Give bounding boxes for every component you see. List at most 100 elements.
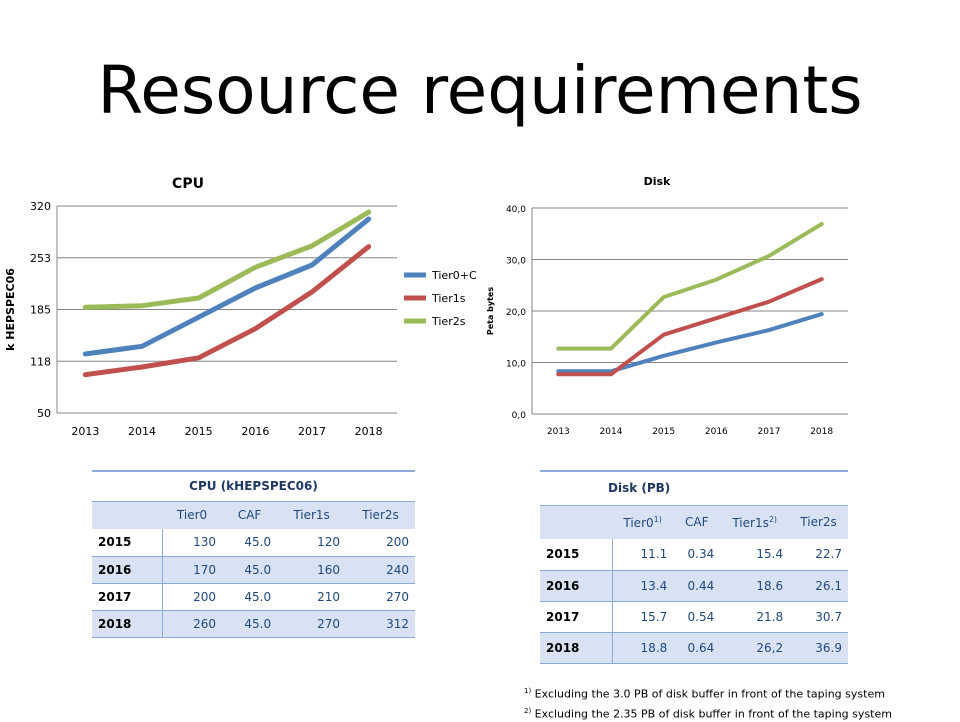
series-line xyxy=(556,222,824,351)
x-tick-label: 2014 xyxy=(600,427,623,437)
y-tick-label: 118 xyxy=(30,355,51,368)
table-cell: 170 xyxy=(162,556,223,584)
table-cell: 270 xyxy=(277,610,347,638)
table-cell: 0.54 xyxy=(673,601,721,633)
y-tick-label: 50 xyxy=(37,407,51,420)
cpu-table-row: 2015 130 45.0 120 200 xyxy=(92,529,415,557)
cpu-table-header: Tier2s xyxy=(346,500,415,529)
row-year: 2016 xyxy=(540,570,613,602)
y-tick-label: 0,0 xyxy=(512,411,527,421)
x-tick-label: 2014 xyxy=(128,425,156,438)
table-cell: 15.4 xyxy=(720,539,790,571)
y-axis-label: Peta bytes xyxy=(486,287,495,335)
disk-table-corner xyxy=(540,504,612,539)
row-year: 2017 xyxy=(540,601,613,633)
x-tick-label: 2013 xyxy=(547,427,570,437)
table-cell: 0.64 xyxy=(673,632,721,664)
x-tick-label: 2017 xyxy=(758,427,781,437)
table-cell: 13.4 xyxy=(612,570,674,602)
row-year: 2018 xyxy=(92,610,163,638)
series-line xyxy=(556,277,824,377)
disk-table-row: 2016 13.4 0.44 18.6 26.1 xyxy=(540,570,848,602)
y-tick-label: 185 xyxy=(30,304,51,317)
footnote: 2) Excluding the 2.35 PB of disk buffer … xyxy=(524,706,892,721)
cpu-table-row: 2016 170 45.0 160 240 xyxy=(92,556,415,584)
table-cell: 22.7 xyxy=(789,539,848,571)
series-line xyxy=(556,312,824,374)
disk-table-header: Tier2s xyxy=(789,504,848,539)
row-year: 2017 xyxy=(92,583,163,611)
table-cell: 0.44 xyxy=(673,570,721,602)
footnote-marker: 1) xyxy=(524,687,532,695)
disk-table-caption: Disk (PB) xyxy=(540,470,848,505)
table-cell: 15.7 xyxy=(612,601,674,633)
table-cell: 260 xyxy=(162,610,223,638)
series-line xyxy=(82,216,372,357)
y-tick-label: 10,0 xyxy=(506,360,526,370)
x-tick-label: 2017 xyxy=(298,425,326,438)
cpu-table-caption: CPU (kHEPSPEC06) xyxy=(92,470,415,501)
table-cell: 18.6 xyxy=(720,570,790,602)
cpu-table-header: CAF xyxy=(222,500,278,529)
disk-table-header: CAF xyxy=(673,504,721,539)
x-tick-label: 2018 xyxy=(810,427,833,437)
legend-label: Tier2s xyxy=(431,315,466,328)
table-cell: 0.34 xyxy=(673,539,721,571)
table-cell: 30.7 xyxy=(789,601,848,633)
slide-title: Resource requirements xyxy=(97,52,863,129)
x-tick-label: 2015 xyxy=(185,425,213,438)
table-cell: 312 xyxy=(346,610,415,638)
disk-table-row: 2017 15.7 0.54 21.8 30.7 xyxy=(540,601,848,633)
table-cell: 45.0 xyxy=(222,529,278,557)
cpu-table-header-row: Tier0 CAF Tier1s Tier2s xyxy=(92,500,415,529)
chart-title: Disk xyxy=(644,175,671,188)
cpu-table-header: Tier0 xyxy=(162,500,223,529)
table-cell: 200 xyxy=(162,583,223,611)
table-cell: 11.1 xyxy=(612,539,674,571)
cpu-table-row: 2018 260 45.0 270 312 xyxy=(92,610,415,638)
cpu-table-header: Tier1s xyxy=(277,500,347,529)
table-cell: 240 xyxy=(346,556,415,584)
x-tick-label: 2018 xyxy=(355,425,383,438)
disk-table-header: Tier1s2) xyxy=(720,504,790,539)
x-tick-label: 2016 xyxy=(241,425,269,438)
legend-label: Tier1s xyxy=(431,292,466,305)
disk-table: Disk (PB) Tier01) CAF Tier1s2) Tier2s 2015 1… xyxy=(540,470,848,664)
disk-table-row: 2018 18.8 0.64 26,2 36.9 xyxy=(540,632,848,664)
y-axis-label: k HEPSPEC06 xyxy=(4,268,17,351)
footnotes: 1) Excluding the 3.0 PB of disk buffer i… xyxy=(524,683,892,722)
table-cell: 45.0 xyxy=(222,583,278,611)
row-year: 2018 xyxy=(540,632,613,664)
table-cell: 21.8 xyxy=(720,601,790,633)
table-cell: 45.0 xyxy=(222,556,278,584)
x-tick-label: 2016 xyxy=(705,427,728,437)
row-year: 2015 xyxy=(540,539,613,571)
series-line xyxy=(82,209,372,310)
table-cell: 200 xyxy=(346,529,415,557)
y-tick-label: 30,0 xyxy=(506,257,526,267)
table-cell: 18.8 xyxy=(612,632,674,664)
row-year: 2015 xyxy=(92,529,163,557)
table-cell: 160 xyxy=(277,556,347,584)
disk-table-header: Tier01) xyxy=(612,504,674,539)
cpu-chart: CPU 50 118 185 253 320 2013 2014 2015 2016 2017 201… xyxy=(4,176,477,438)
table-cell: 120 xyxy=(277,529,347,557)
y-tick-label: 20,0 xyxy=(506,308,526,318)
footnote-marker: 1) xyxy=(653,514,662,524)
table-cell: 36.9 xyxy=(789,632,848,664)
chart-title: CPU xyxy=(172,176,204,192)
cpu-table-corner xyxy=(92,500,162,529)
table-cell: 270 xyxy=(346,583,415,611)
footnote: 1) Excluding the 3.0 PB of disk buffer i… xyxy=(524,687,885,701)
table-cell: 210 xyxy=(277,583,347,611)
table-cell: 26,2 xyxy=(720,632,790,664)
y-tick-label: 320 xyxy=(30,200,51,213)
series-line xyxy=(82,244,372,378)
disk-table-header-row: Tier01) CAF Tier1s2) Tier2s xyxy=(540,504,848,539)
x-tick-label: 2015 xyxy=(652,427,675,437)
table-cell: 45.0 xyxy=(222,610,278,638)
y-tick-label: 253 xyxy=(30,252,51,265)
y-tick-label: 40,0 xyxy=(506,205,526,215)
footnote-marker: 2) xyxy=(768,514,778,524)
disk-chart: Disk 0,0 10,0 20,0 30,0 40,0 2013 2014 2015 2016 2… xyxy=(486,175,848,437)
